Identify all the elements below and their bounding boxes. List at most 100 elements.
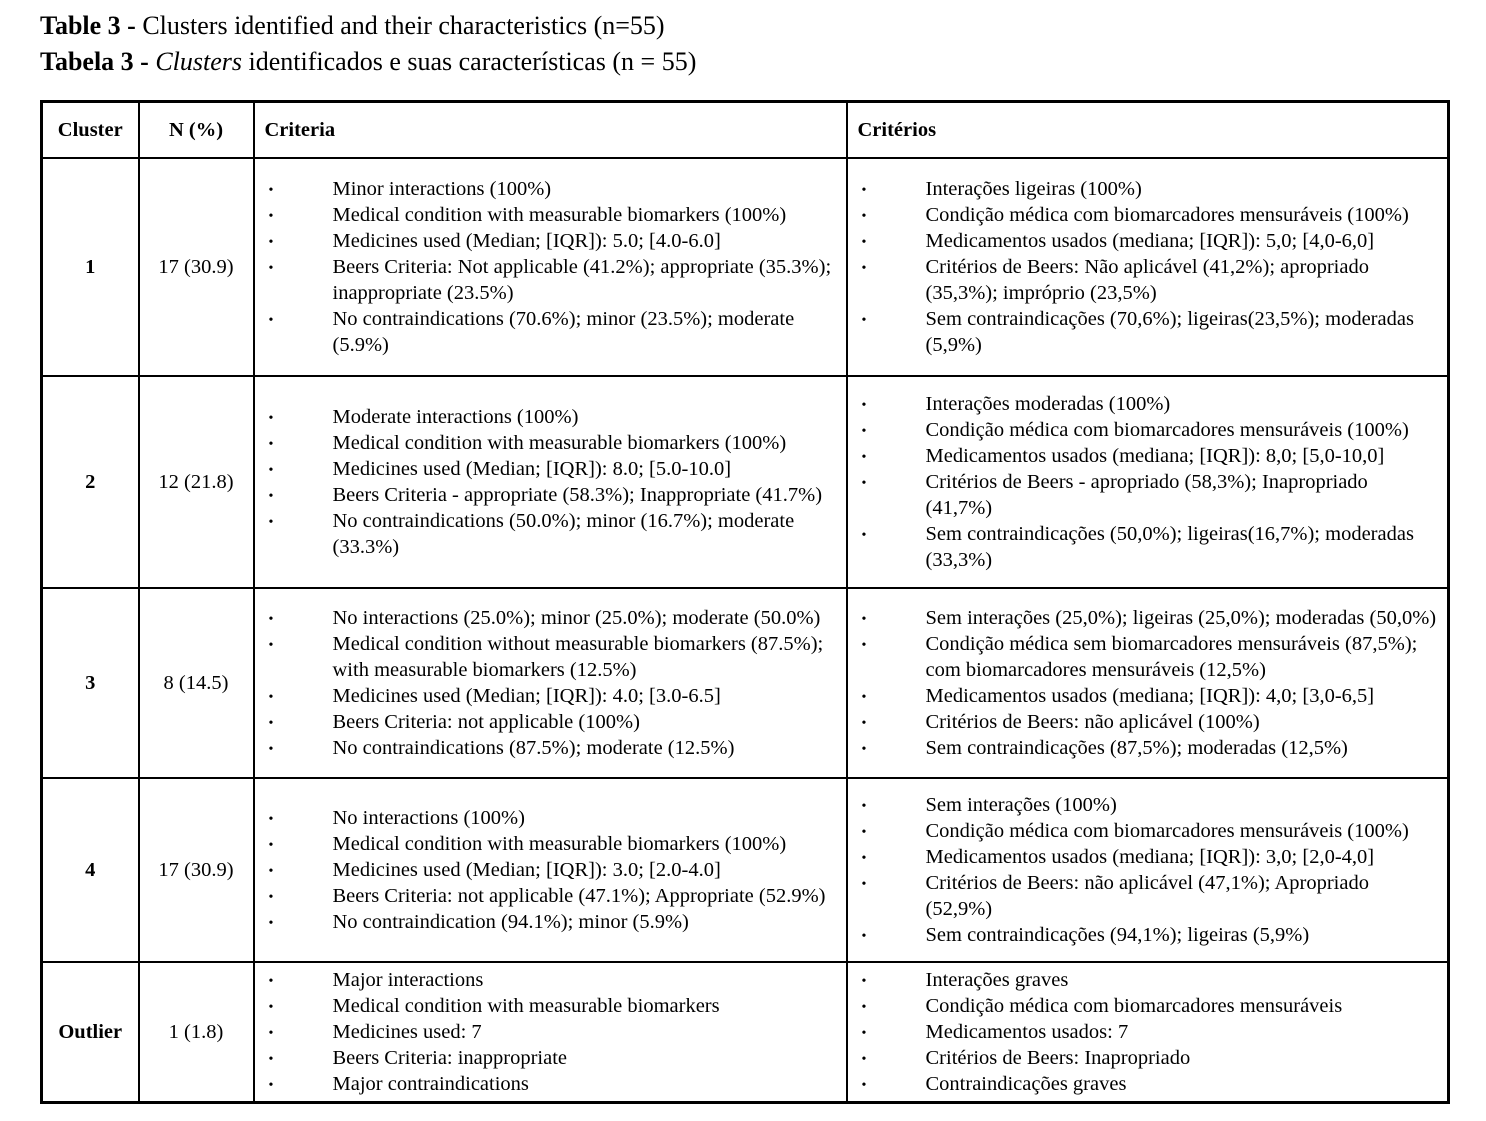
bullet-item: • No contraindications (70.6%); minor (23… — [255, 306, 838, 358]
bullet-item: • Medicamentos usados (mediana; [IQR]): 4… — [848, 683, 1440, 709]
bullet-icon: • — [268, 974, 274, 989]
bullet-item: • Medicamentos usados (mediana; [IQR]): 5… — [848, 228, 1440, 254]
cluster-n-cell: 1 (1.8) — [137, 961, 255, 1104]
bullet-icon: • — [268, 1078, 274, 1093]
clusters-table: Cluster N (%) Criteria Critérios 1 17 (3… — [40, 100, 1450, 1104]
col-header-criterios: Critérios — [845, 100, 1450, 159]
bullet-text: Medicines used (Median; [IQR]): 3.0; [2.… — [332, 859, 721, 881]
bullet-text: Sem contraindicações (50,0%); ligeiras(1… — [925, 523, 1414, 571]
table-row-cluster-1: 1 17 (30.9) • Minor interactions (100%) •… — [40, 157, 1450, 377]
cluster-n-cell: 8 (14.5) — [137, 587, 255, 779]
bullet-item: • No interactions (100%) — [255, 805, 838, 831]
bullet-item: • Interações ligeiras (100%) — [848, 176, 1440, 202]
bullet-text: Beers Criteria: not applicable (47.1%); … — [332, 885, 826, 907]
bullet-item: • Critérios de Beers: Não aplicável (41,2… — [848, 254, 1440, 306]
bullet-text: Sem contraindicações (70,6%); ligeiras(2… — [925, 308, 1414, 356]
bullet-icon: • — [268, 612, 274, 627]
bullet-icon: • — [268, 437, 274, 452]
bullet-text: Sem contraindicações (87,5%); moderadas … — [925, 737, 1348, 759]
criterios-list: • Interações graves • Condição médica com … — [848, 963, 1448, 1101]
bullet-text: Medicamentos usados (mediana; [IQR]): 8,… — [925, 445, 1385, 467]
bullet-icon: • — [268, 235, 274, 250]
bullet-item: • Moderate interactions (100%) — [255, 404, 838, 430]
bullet-text: Critérios de Beers - apropriado (58,3%);… — [925, 471, 1368, 519]
bullet-item: • Medicines used (Median; [IQR]): 3.0; [2… — [255, 857, 838, 883]
bullet-item: • Sem interações (100%) — [848, 792, 1440, 818]
bullet-text: Critérios de Beers: Inapropriado — [925, 1047, 1191, 1069]
bullet-text: Critérios de Beers: Não aplicável (41,2%… — [925, 256, 1369, 304]
bullet-icon: • — [861, 424, 867, 439]
bullet-item: • Sem contraindicações (87,5%); moderadas… — [848, 735, 1440, 761]
bullet-text: Interações graves — [925, 969, 1069, 991]
bullet-icon: • — [861, 313, 867, 328]
bullet-icon: • — [268, 690, 274, 705]
bullet-text: Condição médica sem biomarcadores mensur… — [925, 633, 1418, 681]
bullet-item: • Medicamentos usados: 7 — [848, 1019, 1440, 1045]
bullet-icon: • — [861, 742, 867, 757]
bullet-item: • Medicamentos usados (mediana; [IQR]): 8… — [848, 443, 1440, 469]
bullet-text: No contraindication (94.1%); minor (5.9%… — [332, 911, 689, 933]
bullet-item: • No contraindications (87.5%); moderate … — [255, 735, 838, 761]
bullet-text: Medicamentos usados (mediana; [IQR]): 3,… — [925, 846, 1375, 868]
criterios-list: • Sem interações (25,0%); ligeiras (25,0%… — [848, 601, 1448, 765]
bullet-icon: • — [861, 1000, 867, 1015]
criterios-cell: • Sem interações (100%) • Condição médica … — [845, 777, 1450, 963]
caption-pt-italic: Clusters — [155, 47, 243, 76]
table-row-cluster-4: 4 17 (30.9) • No interactions (100%) • Med… — [40, 777, 1450, 963]
table-row-cluster-3: 3 8 (14.5) • No interactions (25.0%); min… — [40, 587, 1450, 779]
bullet-icon: • — [861, 528, 867, 543]
bullet-text: Sem interações (25,0%); ligeiras (25,0%)… — [925, 607, 1437, 629]
bullet-item: • Beers Criteria: inappropriate — [255, 1045, 838, 1071]
bullet-icon: • — [861, 716, 867, 731]
bullet-text: Medicines used: 7 — [332, 1021, 482, 1043]
cluster-n-cell: 17 (30.9) — [137, 157, 255, 377]
bullet-item: • Critérios de Beers: Inapropriado — [848, 1045, 1440, 1071]
bullet-text: Medical condition with measurable biomar… — [332, 833, 787, 855]
bullet-icon: • — [268, 838, 274, 853]
bullet-text: Medicamentos usados: 7 — [925, 1021, 1129, 1043]
bullet-item: • Condição médica sem biomarcadores mensu… — [848, 631, 1440, 683]
bullet-text: Beers Criteria: Not applicable (41.2%); … — [332, 256, 832, 304]
bullet-text: Major interactions — [332, 969, 484, 991]
bullet-icon: • — [268, 812, 274, 827]
bullet-text: Interações ligeiras (100%) — [925, 178, 1142, 200]
bullet-icon: • — [861, 638, 867, 653]
bullet-icon: • — [861, 1052, 867, 1067]
criteria-cell: • Moderate interactions (100%) • Medical c… — [252, 375, 848, 589]
bullet-text: Medical condition without measurable bio… — [332, 633, 824, 681]
bullet-item: • No contraindication (94.1%); minor (5.9… — [255, 909, 838, 935]
caption-pt-label: Tabela 3 - — [40, 47, 156, 76]
bullet-item: • Medicines used: 7 — [255, 1019, 838, 1045]
bullet-text: Condição médica com biomarcadores mensur… — [925, 995, 1343, 1017]
bullet-text: Medical condition with measurable biomar… — [332, 995, 720, 1017]
bullet-text: Beers Criteria: not applicable (100%) — [332, 711, 640, 733]
table-row-outlier: Outlier 1 (1.8) • Major interactions • Med… — [40, 961, 1450, 1104]
bullet-icon: • — [861, 261, 867, 276]
bullet-icon: • — [268, 1000, 274, 1015]
bullet-icon: • — [861, 929, 867, 944]
bullet-text: No contraindications (70.6%); minor (23.… — [332, 308, 795, 356]
bullet-icon: • — [268, 515, 274, 530]
bullet-icon: • — [861, 1026, 867, 1041]
bullet-item: • Condição médica com biomarcadores mensu… — [848, 993, 1440, 1019]
col-header-n: N (%) — [137, 100, 255, 159]
criteria-list: • Minor interactions (100%) • Medical cond… — [255, 172, 846, 362]
bullet-item: • No contraindications (50.0%); minor (16… — [255, 508, 838, 560]
bullet-text: Medicines used (Median; [IQR]): 5.0; [4.… — [332, 230, 721, 252]
criteria-cell: • Minor interactions (100%) • Medical cond… — [252, 157, 848, 377]
bullet-icon: • — [861, 851, 867, 866]
caption-pt-text: identificados e suas características (n … — [242, 47, 697, 76]
bullet-icon: • — [268, 489, 274, 504]
bullet-item: • Condição médica com biomarcadores mensu… — [848, 417, 1440, 443]
bullet-item: • Beers Criteria - appropriate (58.3%); I… — [255, 482, 838, 508]
criterios-list: • Sem interações (100%) • Condição médica … — [848, 788, 1448, 952]
bullet-text: Interações moderadas (100%) — [925, 393, 1171, 415]
bullet-icon: • — [861, 877, 867, 892]
bullet-item: • Medicines used (Median; [IQR]): 4.0; [3… — [255, 683, 838, 709]
bullet-icon: • — [861, 235, 867, 250]
bullet-text: Beers Criteria: inappropriate — [332, 1047, 568, 1069]
criterios-cell: • Interações ligeiras (100%) • Condição mé… — [845, 157, 1450, 377]
criteria-cell: • No interactions (25.0%); minor (25.0%);… — [252, 587, 848, 779]
bullet-icon: • — [861, 974, 867, 989]
bullet-item: • Major interactions — [255, 967, 838, 993]
